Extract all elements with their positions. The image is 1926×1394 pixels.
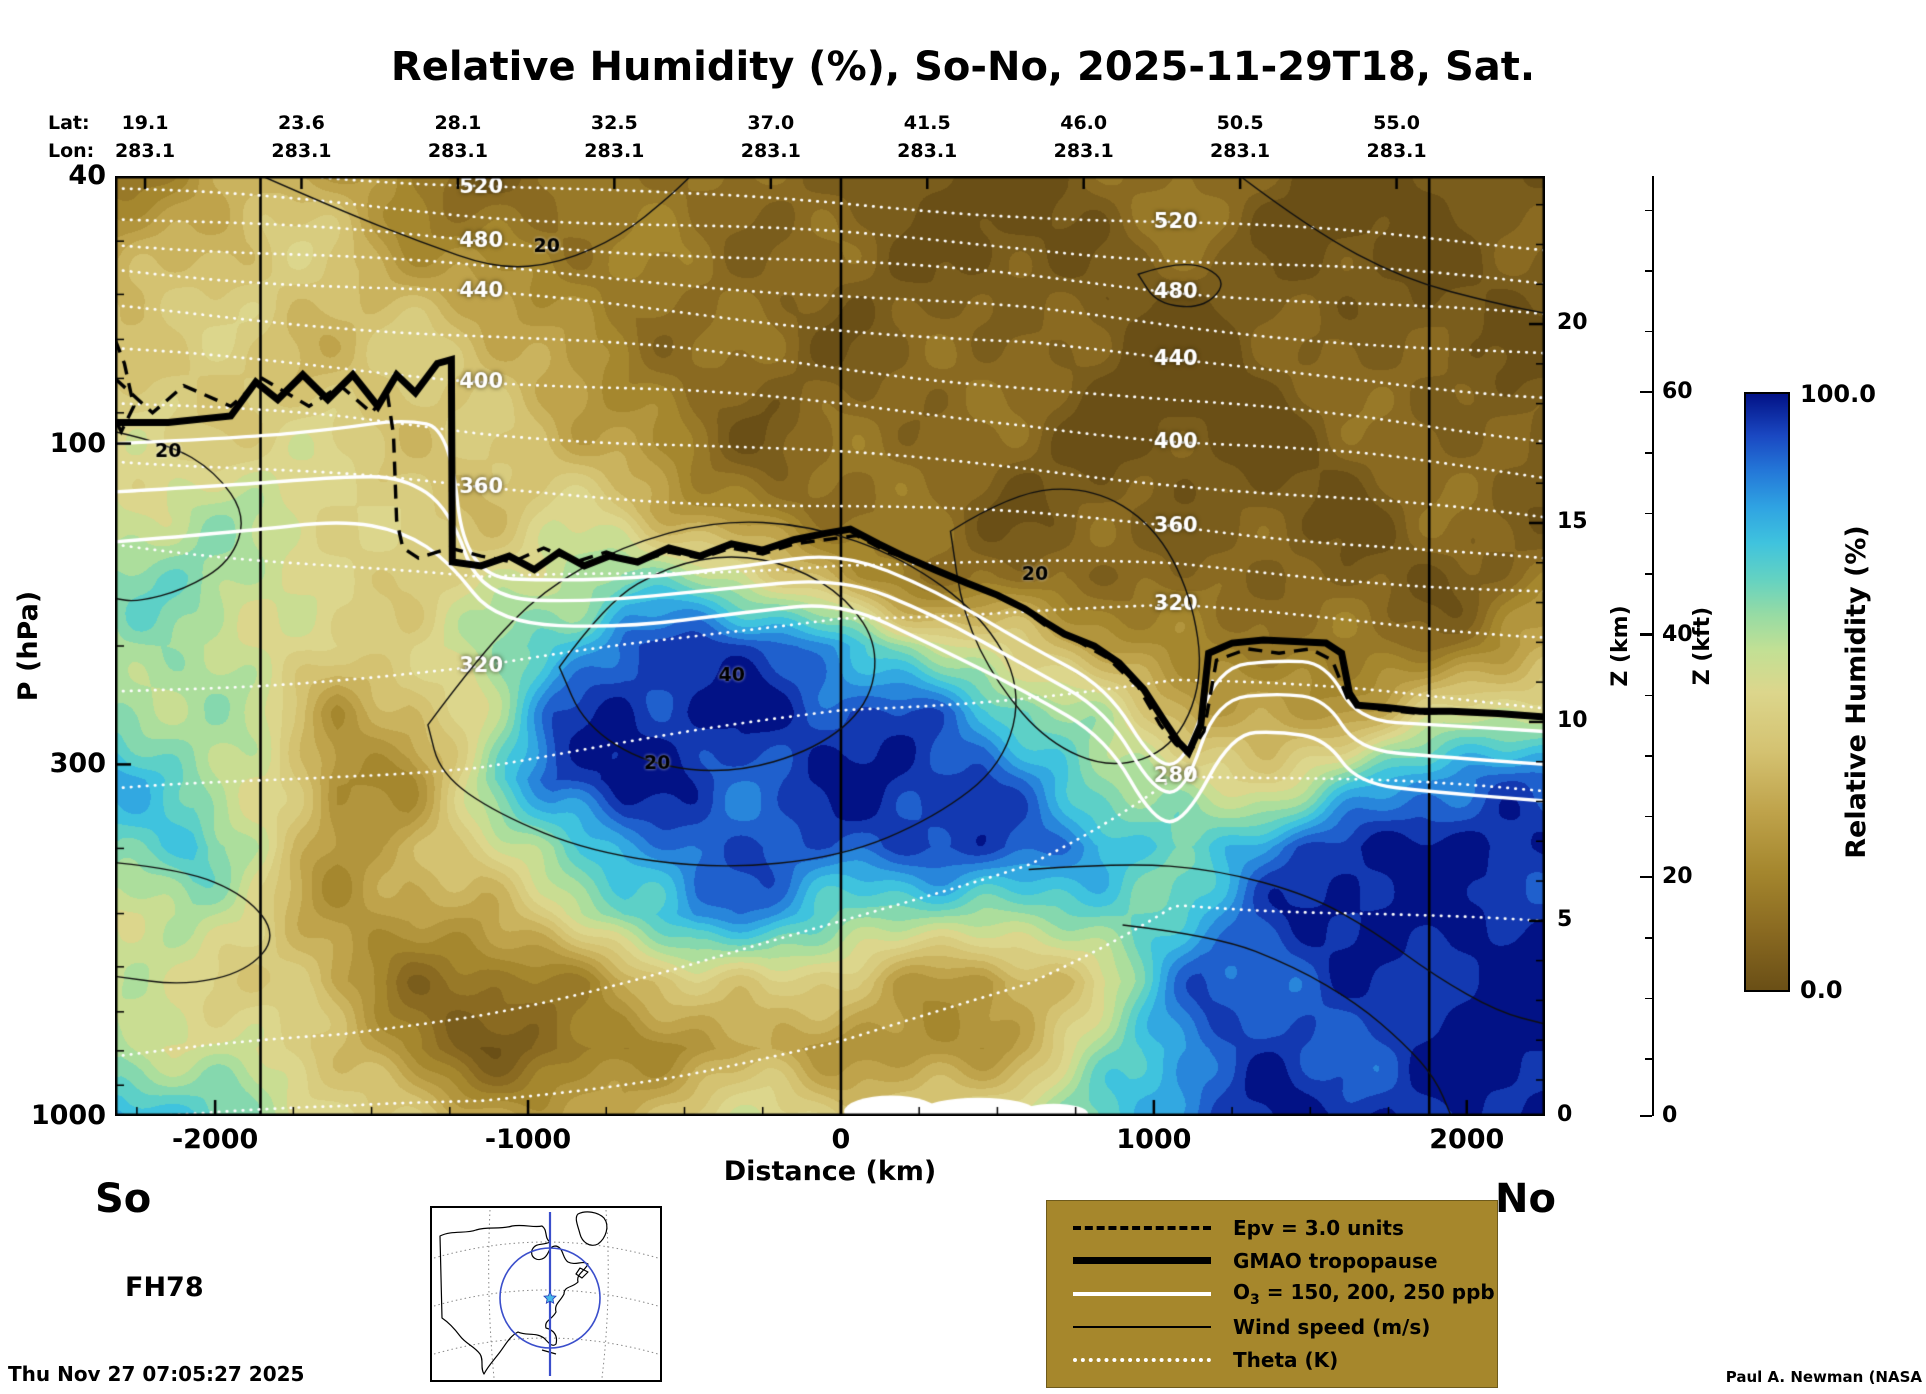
x-tick-label: -1000 [484, 1124, 572, 1155]
p-tick-label: 100 [49, 427, 106, 459]
plot-canvas [115, 176, 1545, 1116]
lon-value: 283.1 [584, 140, 645, 162]
z-kft-minor-tick [1645, 997, 1652, 1000]
z-kft-tick [1640, 390, 1652, 394]
z-kft-minor-tick [1645, 694, 1652, 697]
z-kft-minor-tick [1645, 512, 1652, 515]
lat-value: 41.5 [903, 112, 951, 134]
x-tick-label: 2000 [1429, 1124, 1505, 1155]
z-kft-minor-tick [1645, 573, 1652, 575]
lat-value: 50.5 [1216, 112, 1264, 134]
lat-value: 28.1 [434, 112, 482, 134]
legend-row-epv: Epv = 3.0 units [1047, 1211, 1497, 1244]
z-kft-minor-tick [1645, 270, 1652, 272]
x-tick-label: 0 [831, 1124, 851, 1155]
lon-value: 283.1 [740, 140, 801, 162]
z-kft-tick [1640, 1114, 1652, 1118]
colorbar-title: Relative Humidity (%) [1841, 525, 1872, 859]
legend-ozone-label: O3 = 150, 200, 250 ppb [1233, 1280, 1495, 1308]
legend-tropopause-label: GMAO tropopause [1233, 1248, 1438, 1273]
z-km-tick-label: 20 [1557, 310, 1588, 336]
colorbar-max-label: 100.0 [1800, 380, 1876, 408]
z-kft-tick [1640, 875, 1652, 879]
endpoint-label-north: No [1495, 1176, 1556, 1222]
y-axis-title: P (hPa) [13, 590, 44, 702]
p-tick-label: 1000 [30, 1100, 106, 1131]
page-title: Relative Humidity (%), So-No, 2025-11-29… [390, 44, 1536, 90]
z-kft-tick-label: 0 [1662, 1103, 1678, 1128]
lon-value: 283.1 [427, 140, 488, 162]
z-kft-axis-title: Z (kft) [1690, 606, 1715, 686]
x-axis-title: Distance (km) [723, 1156, 937, 1187]
lon-value: 283.1 [114, 140, 176, 162]
legend-theta-label: Theta (K) [1233, 1347, 1339, 1372]
z-kft-tick-label: 40 [1662, 621, 1693, 647]
endpoint-label-south: So [95, 1176, 152, 1222]
map-coastline [439, 1211, 608, 1375]
z-kft-tick [1640, 633, 1652, 636]
colorbar-min-label: 0.0 [1800, 976, 1843, 1004]
legend-box: Epv = 3.0 units GMAO tropopause O3 = 150… [1046, 1200, 1498, 1388]
lon-value: 283.1 [271, 140, 332, 162]
legend-epv-label: Epv = 3.0 units [1233, 1215, 1404, 1240]
map-star-icon [543, 1291, 557, 1304]
z-km-tick-label: 5 [1557, 906, 1573, 932]
legend-row-theta: Theta (K) [1047, 1343, 1497, 1376]
z-kft-minor-tick [1645, 815, 1652, 818]
colorbar [1744, 392, 1790, 992]
z-km-tick-label: 15 [1557, 508, 1588, 534]
legend-wind-line [1073, 1325, 1211, 1328]
lon-value: 283.1 [1210, 140, 1271, 162]
map-inset-svg [433, 1209, 659, 1379]
lat-value: 55.0 [1373, 112, 1420, 134]
z-km-axis-title: Z (km) [1608, 605, 1633, 687]
legend-ozone-label-sub: 3 [1250, 1291, 1260, 1308]
legend-theta-line [1073, 1357, 1211, 1362]
lon-value: 283.1 [1366, 140, 1427, 162]
legend-row-wind: Wind speed (m/s) [1047, 1310, 1497, 1343]
z-kft-minor-tick [1645, 209, 1652, 212]
z-kft-minor-tick [1645, 755, 1652, 757]
lat-axis-prefix: Lat: [48, 112, 90, 134]
lat-value: 37.0 [747, 112, 795, 134]
lat-value: 46.0 [1060, 112, 1108, 134]
z-kft-minor-tick [1645, 937, 1652, 939]
z-kft-minor-tick [1645, 330, 1652, 333]
lat-value: 19.1 [121, 112, 169, 134]
map-inset [430, 1206, 662, 1382]
z-km-tick-label: 0 [1557, 1102, 1573, 1127]
z-kft-axis-line [1652, 176, 1654, 1116]
x-tick-label: 1000 [1116, 1124, 1192, 1155]
lat-value: 32.5 [590, 112, 638, 134]
lon-axis-prefix: Lon: [48, 140, 95, 162]
lat-value: 23.6 [278, 112, 325, 134]
legend-row-ozone: O3 = 150, 200, 250 ppb [1047, 1277, 1497, 1310]
z-kft-tick-label: 60 [1662, 379, 1693, 405]
timestamp: Thu Nov 27 07:05:27 2025 [8, 1362, 305, 1386]
legend-ozone-label-pre: O [1233, 1279, 1251, 1304]
legend-ozone-line [1073, 1291, 1211, 1296]
p-tick-label: 40 [68, 160, 106, 191]
legend-row-tropopause: GMAO tropopause [1047, 1244, 1497, 1277]
forecast-hour-label: FH78 [125, 1272, 204, 1303]
z-kft-tick-label: 20 [1662, 864, 1693, 890]
x-tick-label: -2000 [171, 1124, 259, 1155]
z-kft-minor-tick [1645, 1058, 1652, 1060]
lon-value: 283.1 [1053, 140, 1114, 162]
z-km-tick-label: 10 [1557, 707, 1588, 733]
map-circle [499, 1247, 601, 1349]
credit: Paul A. Newman (NASA [1725, 1368, 1922, 1386]
p-tick-label: 300 [49, 748, 106, 780]
legend-epv-line [1073, 1225, 1211, 1230]
z-kft-minor-tick [1645, 452, 1652, 454]
legend-tropopause-line [1073, 1257, 1211, 1264]
legend-wind-label: Wind speed (m/s) [1233, 1314, 1431, 1339]
legend-ozone-label-post: = 150, 200, 250 ppb [1259, 1279, 1495, 1304]
lon-value: 283.1 [897, 140, 958, 162]
